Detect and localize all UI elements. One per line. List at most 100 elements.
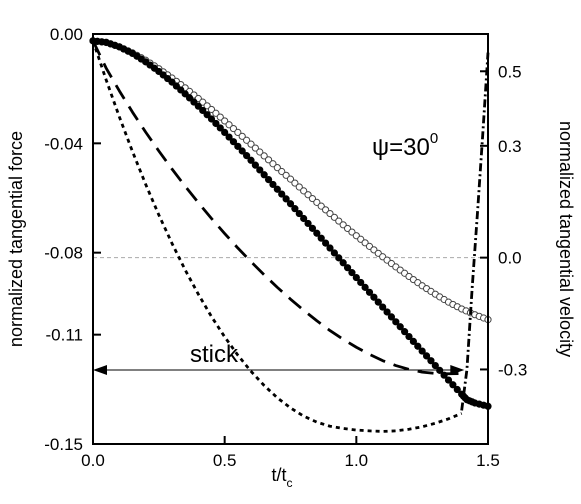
data-point-filled-circles [348, 269, 356, 277]
data-point-filled-circles [422, 352, 431, 360]
data-point-filled-circles [291, 205, 299, 213]
data-point-filled-circles [207, 115, 216, 123]
x-tick-label: 0.5 [213, 451, 237, 470]
data-point-open-circles [295, 183, 303, 191]
x-tick-label: 1.5 [476, 451, 500, 470]
data-point-filled-circles [330, 249, 338, 257]
data-point-filled-circles [343, 264, 352, 272]
series-line-dash-dot [460, 52, 490, 411]
data-point-filled-circles [392, 318, 400, 326]
data-point-filled-circles [409, 337, 417, 346]
data-point-filled-circles [229, 138, 238, 146]
data-point-filled-circles [444, 376, 453, 384]
data-point-filled-circles [374, 298, 382, 306]
data-point-open-circles [256, 148, 264, 156]
data-point-filled-circles [387, 313, 396, 321]
data-point-filled-circles [352, 273, 360, 282]
psi-annotation-text: ψ=30 [372, 134, 430, 161]
data-point-filled-circles [405, 332, 413, 341]
data-point-open-circles [300, 187, 308, 195]
stick-annotation: stick [190, 341, 239, 368]
y-right-tick-label: 0.5 [498, 62, 522, 81]
y-right-tick-label: -0.3 [498, 360, 527, 379]
x-axis-label-subscript: c [287, 476, 293, 490]
series-line-short-dash [91, 40, 463, 433]
y-left-tick-label: -0.15 [44, 435, 83, 454]
data-point-open-circles [304, 191, 312, 199]
data-point-open-circles [264, 156, 273, 164]
data-point-filled-circles [221, 128, 229, 136]
data-point-open-circles [251, 144, 259, 152]
data-point-filled-circles [282, 195, 290, 203]
data-point-filled-circles [431, 361, 439, 370]
y-left-tick-label: -0.11 [46, 326, 84, 345]
stick-arrow-head-right [450, 365, 465, 375]
y-axis-right-label: normalized tangential velocity [556, 121, 576, 357]
data-point-open-circles [282, 171, 290, 179]
data-point-filled-circles [238, 147, 246, 155]
data-point-filled-circles [449, 381, 457, 389]
data-point-filled-circles [251, 161, 259, 169]
x-axis-label: t/tc [271, 465, 292, 490]
psi-annotation-superscript: 0 [430, 130, 438, 147]
data-point-open-circles [286, 175, 295, 183]
data-point-filled-circles [361, 283, 369, 291]
data-point-filled-circles [339, 259, 347, 267]
data-point-filled-circles [396, 323, 404, 331]
data-point-open-circles [243, 136, 251, 144]
data-point-filled-circles [317, 234, 325, 242]
y-left-tick-label: -0.04 [44, 134, 83, 153]
data-point-filled-circles [383, 308, 391, 316]
data-point-filled-circles [326, 244, 334, 252]
data-point-open-circles [207, 105, 216, 114]
x-tick-label: 0.0 [81, 451, 105, 470]
data-point-open-circles [225, 121, 233, 129]
series-open-circles [89, 37, 492, 324]
y-left-tick-label: 0.00 [50, 25, 83, 44]
series-layer [89, 37, 492, 433]
ticks-layer: 0.0 0.5 1.0 1.50.00-0.04-0.08-0.11-0.150.50… [44, 25, 527, 470]
data-point-filled-circles [414, 342, 422, 350]
data-point-filled-circles [427, 357, 435, 365]
data-point-filled-circles [286, 200, 295, 208]
data-point-filled-circles [453, 385, 461, 394]
data-point-filled-circles [300, 214, 308, 223]
data-point-filled-circles [247, 156, 255, 164]
x-tick-label: 1.0 [345, 451, 369, 470]
data-point-open-circles [260, 152, 268, 160]
series-filled-circles [89, 37, 492, 410]
data-point-filled-circles [313, 229, 321, 237]
x-axis-label-main: t/t [271, 465, 286, 485]
psi-annotation: ψ=300 [372, 130, 438, 161]
data-point-filled-circles [322, 239, 330, 247]
data-point-open-circles [278, 167, 286, 176]
series-line-long-dash [91, 40, 462, 376]
data-point-filled-circles [216, 124, 224, 132]
data-point-filled-circles [401, 328, 409, 336]
plot-frame [92, 33, 489, 445]
data-point-filled-circles [278, 190, 286, 198]
data-point-filled-circles [370, 293, 378, 301]
data-point-open-circles [269, 160, 277, 168]
data-point-filled-circles [256, 166, 264, 174]
stick-arrow [93, 365, 465, 375]
data-point-filled-circles [269, 180, 277, 189]
data-point-filled-circles [418, 347, 426, 355]
data-point-filled-circles [357, 278, 365, 287]
data-point-filled-circles [243, 152, 251, 160]
data-point-open-circles [238, 132, 246, 140]
data-point-open-circles [247, 140, 255, 148]
data-point-filled-circles [365, 288, 374, 296]
y-axis-left-label: normalized tangential force [6, 131, 26, 347]
data-point-open-circles [234, 128, 242, 136]
data-point-open-circles [221, 117, 229, 125]
data-point-filled-circles [308, 224, 317, 232]
data-point-filled-circles [295, 209, 303, 218]
y-right-tick-label: 0.0 [498, 249, 522, 268]
data-point-filled-circles [234, 142, 242, 150]
data-point-filled-circles [212, 119, 220, 128]
data-point-filled-circles [379, 303, 387, 311]
data-point-open-circles [216, 113, 224, 121]
data-point-filled-circles [304, 219, 312, 228]
